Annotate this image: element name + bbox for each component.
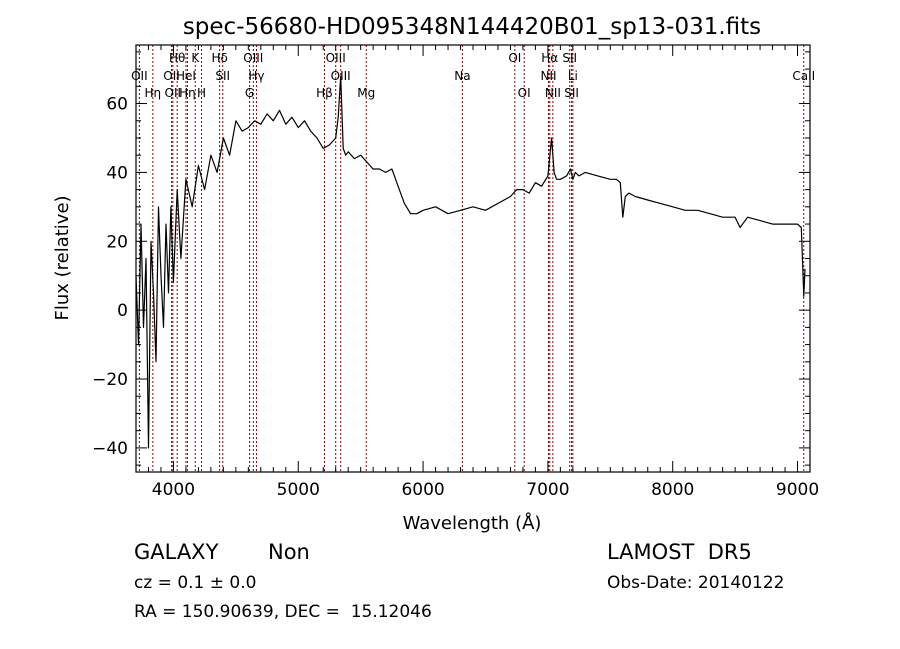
x-tick-label-5: 9000	[776, 480, 819, 500]
x-tick-label-1: 5000	[277, 480, 320, 500]
line-label-21: Hα	[541, 51, 558, 65]
line-label-5: HeI	[176, 69, 196, 83]
line-label-19: OI	[508, 51, 521, 65]
spectrum-line	[135, 75, 806, 449]
axis-ticks: 4000 5000 6000 7000 8000 9000 −40 −20 0 20 40 60	[92, 45, 819, 500]
x-tick-label-0: 4000	[152, 480, 195, 500]
line-label-22: NII	[540, 69, 556, 83]
line-label-23: NII	[545, 86, 561, 100]
y-axis-label: Flux (relative)	[52, 195, 73, 320]
redshift-cz: cz = 0.1 ± 0.0	[134, 573, 257, 593]
line-label-1: Hη	[145, 86, 162, 100]
emission-line-markers	[138, 45, 805, 472]
y-tick-label-4: 40	[106, 163, 128, 183]
y-tick-label-2: 0	[117, 301, 128, 321]
line-label-9: Hδ	[211, 51, 227, 65]
line-label-26: SII	[564, 86, 579, 100]
line-label-15: OIII	[326, 51, 346, 65]
line-label-20: OI	[518, 86, 531, 100]
line-label-17: Mg	[357, 86, 375, 100]
line-label-2: OII	[163, 69, 180, 83]
line-label-0: OII	[131, 69, 148, 83]
line-label-12: OIII	[243, 51, 263, 65]
y-tick-label-0: −40	[92, 439, 128, 459]
object-subclass: Non	[268, 540, 310, 564]
line-label-3: OII	[165, 86, 182, 100]
line-label-8: H	[197, 86, 206, 100]
line-label-24: SII	[562, 51, 577, 65]
x-tick-label-3: 7000	[526, 480, 569, 500]
line-label-4: Hθ	[169, 51, 185, 65]
line-label-11: G	[245, 86, 254, 100]
line-label-25: Li	[568, 69, 578, 83]
survey-name: LAMOST DR5	[607, 540, 752, 564]
line-label-13: Hγ	[248, 69, 264, 83]
chart-title: spec-56680-HD095348N144420B01_sp13-031.f…	[183, 14, 761, 40]
x-tick-label-4: 8000	[651, 480, 694, 500]
coordinates: RA = 150.90639, DEC = 15.12046	[134, 602, 432, 622]
y-tick-label-5: 60	[106, 95, 128, 115]
plot-frame	[135, 44, 811, 473]
y-tick-label-3: 20	[106, 232, 128, 252]
observation-date: Obs-Date: 20140122	[607, 573, 785, 593]
x-tick-label-2: 6000	[401, 480, 444, 500]
object-class: GALAXY	[134, 540, 219, 564]
y-tick-label-1: −20	[92, 370, 128, 390]
line-label-10: SII	[215, 69, 230, 83]
x-axis-label: Wavelength (Å)	[403, 512, 542, 534]
emission-line-labels: OIIHηOIIOIIHθHeIHηKHHδSIIGOIIIHγHβOIIIOI…	[131, 51, 815, 100]
line-label-27: CaII	[792, 69, 815, 83]
line-label-18: Na	[454, 69, 470, 83]
line-label-14: Hβ	[316, 86, 333, 100]
line-label-6: Hη	[179, 86, 196, 100]
line-label-7: K	[191, 51, 200, 65]
